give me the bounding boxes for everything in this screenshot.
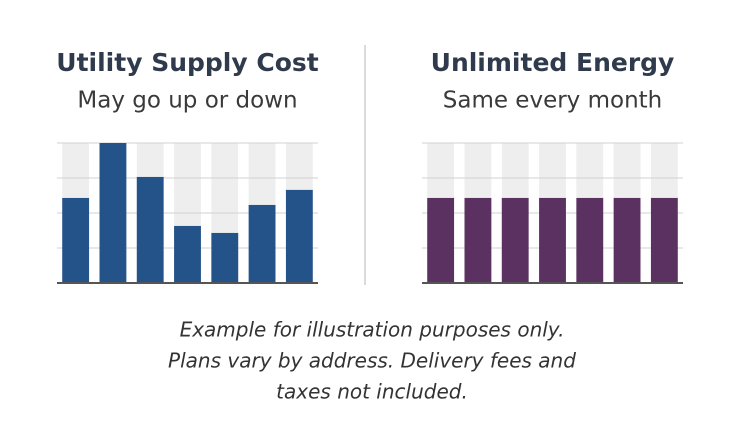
bar <box>99 143 127 283</box>
footnote-line: Plans vary by address. Delivery fees and <box>168 349 576 373</box>
bar <box>427 197 455 283</box>
bar <box>576 197 604 283</box>
bar <box>285 189 313 283</box>
footnote-line: taxes not included. <box>276 380 468 404</box>
bar <box>613 197 641 283</box>
chart-subtitle: May go up or down <box>77 88 297 114</box>
bar <box>650 197 678 283</box>
bar <box>211 232 239 283</box>
chart-title: Utility Supply Cost <box>56 48 318 77</box>
chart-title: Unlimited Energy <box>431 48 675 77</box>
bar <box>136 176 164 283</box>
bar <box>248 204 276 283</box>
bar <box>464 197 492 283</box>
bar <box>539 197 566 283</box>
bar <box>174 225 201 283</box>
chart-subtitle: Same every month <box>443 88 663 114</box>
footnote-line: Example for illustration purposes only. <box>180 318 565 342</box>
bar <box>501 197 529 283</box>
bar <box>62 197 90 283</box>
